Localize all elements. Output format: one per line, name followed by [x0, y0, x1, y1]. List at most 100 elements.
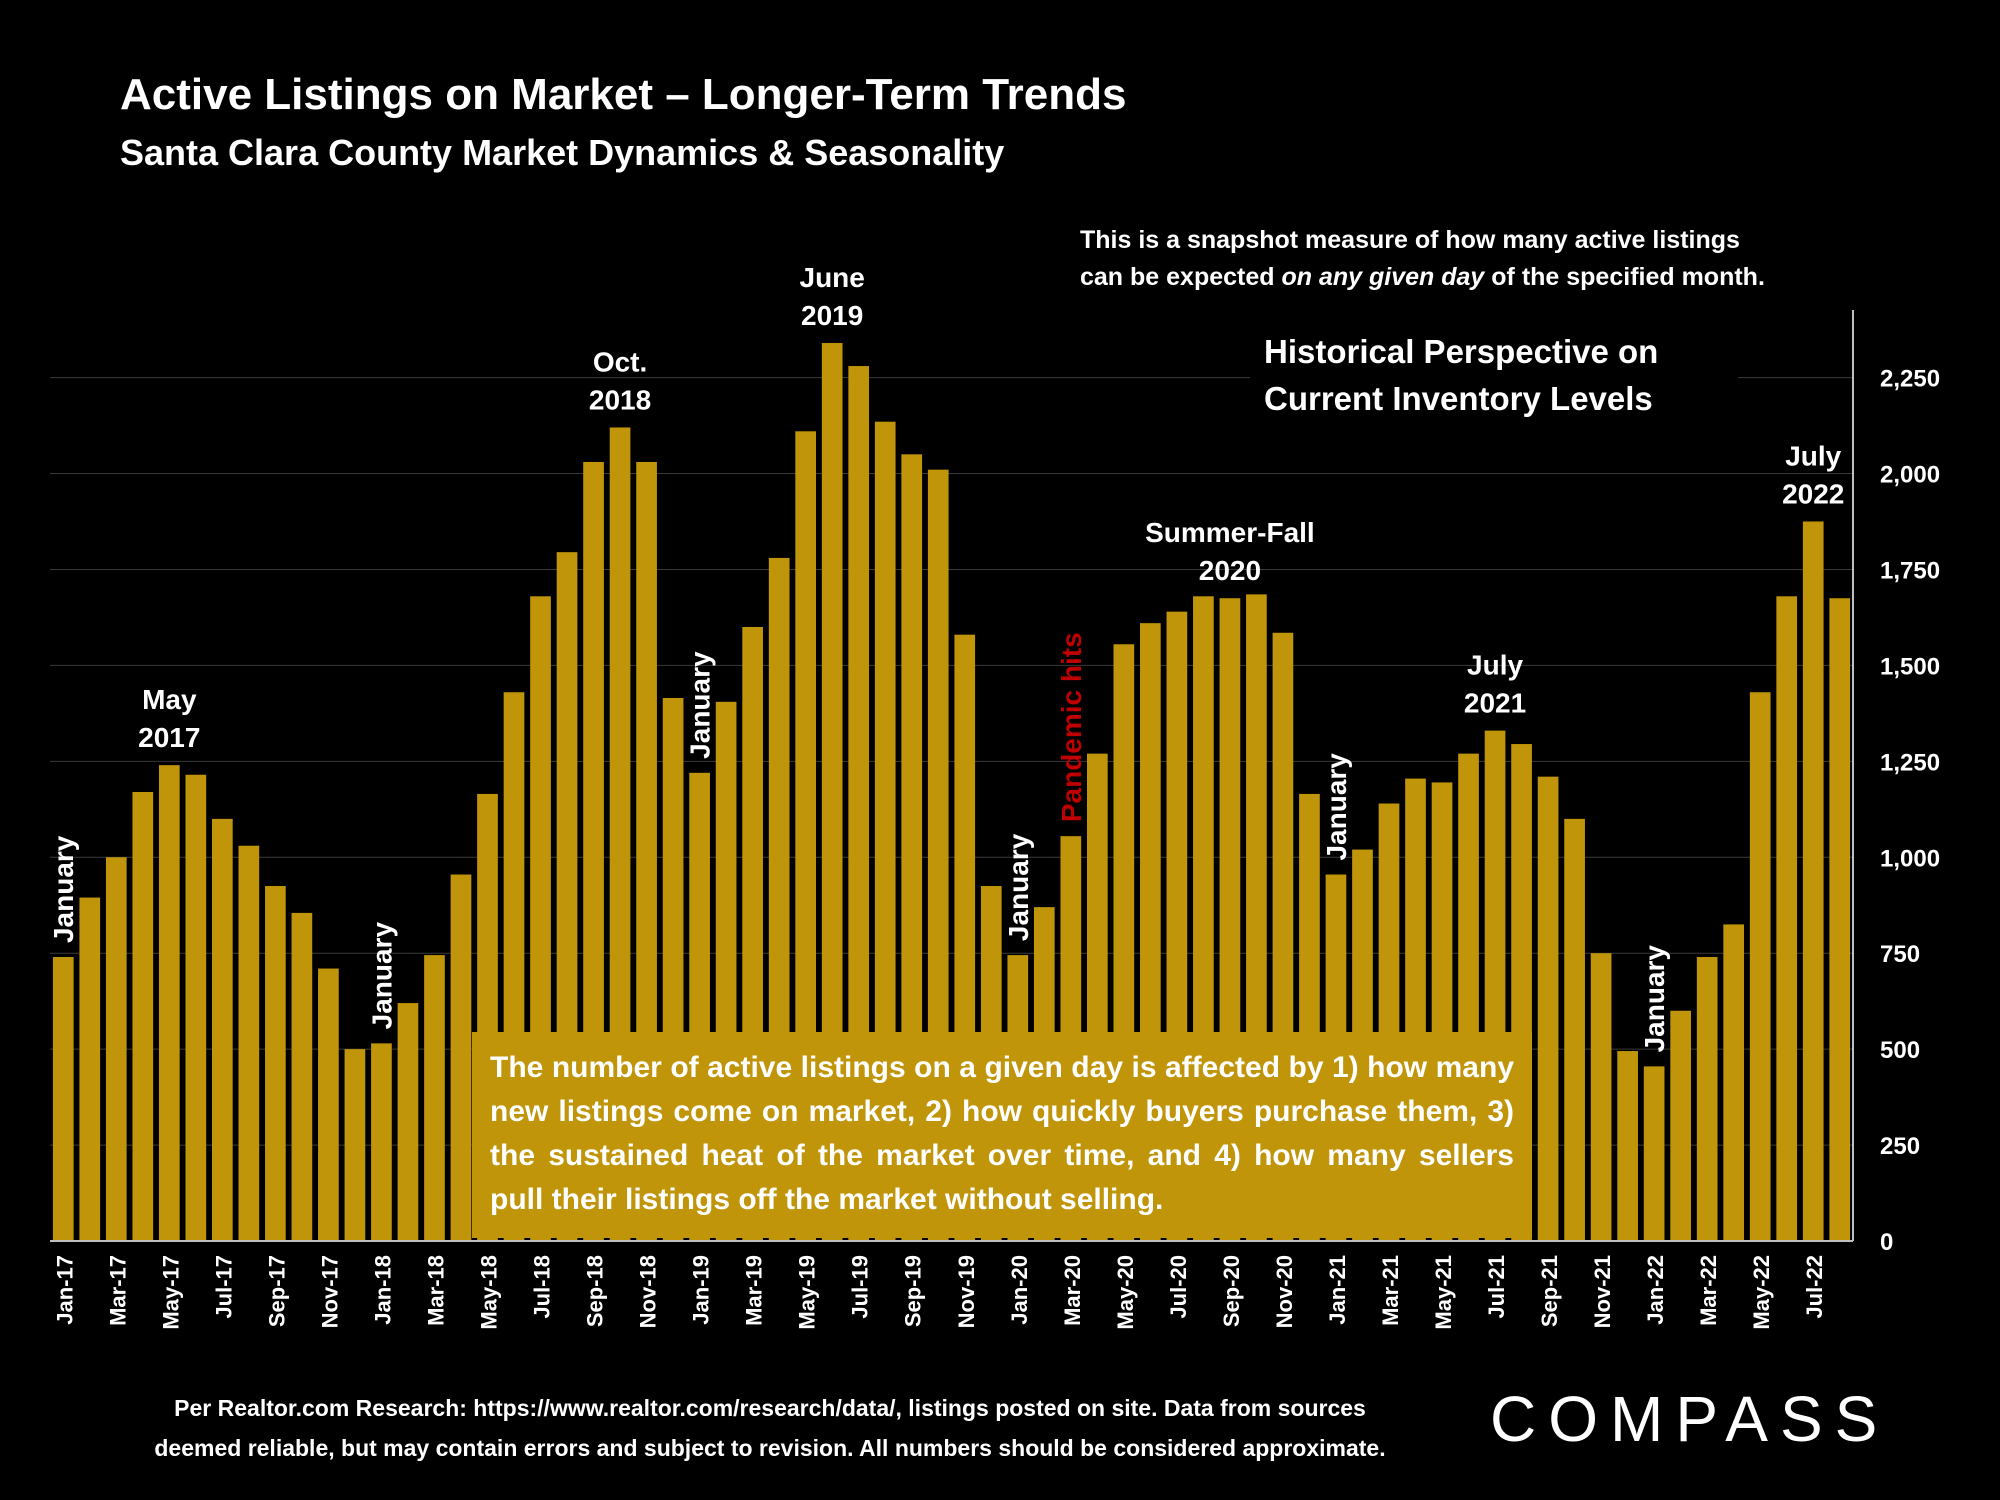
snapshot-note: This is a snapshot measure of how many a…	[1080, 222, 1765, 296]
peak-annotation: May	[142, 684, 197, 715]
bar-Oct-21	[1564, 818, 1585, 1241]
x-tick-label: May-22	[1749, 1255, 1774, 1330]
bar-Jun-17	[185, 774, 207, 1241]
bar-Jul-17	[212, 818, 233, 1241]
factors-note-box: The number of active listings on a given…	[472, 1032, 1532, 1238]
bar-Nov-21	[1590, 953, 1612, 1241]
x-tick-label: Jul-21	[1484, 1255, 1509, 1319]
x-tick-label: Nov-18	[636, 1255, 661, 1328]
snapshot-note-line1: This is a snapshot measure of how many a…	[1080, 226, 1740, 254]
chart-title: Active Listings on Market – Longer-Term …	[120, 70, 1127, 119]
bar-Mar-18	[424, 955, 445, 1241]
january-annotation: January	[1321, 753, 1352, 861]
x-tick-label: Sep-21	[1537, 1255, 1562, 1327]
perspective-line2: Current Inventory Levels	[1264, 380, 1653, 417]
chart-subtitle: Santa Clara County Market Dynamics & Sea…	[120, 132, 1005, 173]
bar-Sep-21	[1537, 776, 1559, 1241]
bar-Dec-17	[344, 1049, 366, 1241]
bar-Feb-17	[79, 897, 101, 1241]
perspective-line1: Historical Perspective on	[1264, 333, 1659, 370]
peak-annotation: 2019	[801, 300, 863, 331]
x-tick-label: Mar-19	[742, 1255, 767, 1326]
peak-annotation: 2018	[589, 384, 651, 415]
x-tick-label: Jul-18	[530, 1255, 555, 1319]
x-tick-label: Jan-17	[52, 1255, 77, 1325]
x-tick-label: Sep-20	[1219, 1255, 1244, 1327]
x-tick-label: Nov-17	[317, 1255, 342, 1328]
y-tick-label: 1,500	[1880, 653, 1940, 680]
source-footer: Per Realtor.com Research: https://www.re…	[110, 1388, 1430, 1468]
bar-Dec-21	[1617, 1051, 1638, 1241]
peak-annotation: 2020	[1199, 555, 1261, 586]
x-tick-label: Mar-17	[105, 1255, 130, 1326]
bar-Jan-18	[371, 1043, 392, 1241]
bar-Nov-17	[318, 968, 339, 1241]
peak-annotation: June	[800, 262, 865, 293]
bar-May-17	[158, 765, 180, 1241]
historical-perspective-label: Historical Perspective on Current Invent…	[1250, 328, 1738, 422]
x-tick-label: May-20	[1113, 1255, 1138, 1330]
x-tick-label: Mar-22	[1696, 1255, 1721, 1326]
january-annotation: January	[1639, 945, 1670, 1053]
x-tick-label: Jan-22	[1643, 1255, 1668, 1325]
bar-Jan-17	[52, 957, 74, 1241]
x-tick-label: Nov-20	[1272, 1255, 1297, 1328]
x-tick-label: Nov-21	[1590, 1255, 1615, 1328]
bar-Apr-17	[132, 792, 154, 1241]
factors-note-text: The number of active listings on a given…	[490, 1051, 1514, 1216]
y-tick-label: 250	[1880, 1133, 1920, 1160]
bar-Jan-22	[1643, 1066, 1665, 1241]
peak-annotation: Oct.	[593, 346, 647, 377]
bar-Apr-22	[1723, 924, 1745, 1241]
pandemic-annotation: Pandemic hits	[1056, 632, 1087, 822]
x-tick-label: Mar-20	[1060, 1255, 1085, 1326]
x-tick-label: May-19	[795, 1255, 820, 1330]
x-tick-label: Jan-19	[689, 1255, 714, 1325]
x-tick-label: Jul-19	[848, 1255, 873, 1319]
y-tick-label: 2,250	[1880, 366, 1940, 393]
y-tick-label: 1,000	[1880, 845, 1940, 872]
compass-logo: COMPASS	[1490, 1383, 1890, 1455]
bar-May-22	[1749, 692, 1771, 1241]
january-annotation: January	[685, 651, 716, 759]
footer-line1: Per Realtor.com Research: https://www.re…	[174, 1395, 1366, 1421]
january-annotation: January	[48, 835, 79, 943]
bar-Jun-19	[821, 343, 843, 1241]
bar-Jul-22	[1802, 521, 1824, 1241]
bar-Feb-22	[1670, 1010, 1691, 1241]
bar-Apr-18	[450, 874, 472, 1241]
snapshot-note-line2-pre: can be expected	[1080, 263, 1282, 291]
x-tick-label: Jan-18	[370, 1255, 395, 1325]
y-tick-label: 500	[1880, 1037, 1920, 1064]
peak-annotation: 2021	[1464, 688, 1526, 719]
x-tick-label: Jul-17	[211, 1255, 236, 1319]
x-tick-label: Jan-20	[1007, 1255, 1032, 1325]
y-tick-label: 0	[1880, 1229, 1893, 1256]
snapshot-note-line2-post: of the specified month.	[1484, 263, 1765, 291]
x-tick-label: May-18	[476, 1255, 501, 1330]
x-tick-label: Sep-17	[264, 1255, 289, 1327]
peak-annotation: Summer-Fall	[1145, 517, 1315, 548]
bar-Aug-22	[1829, 598, 1851, 1241]
y-tick-label: 1,750	[1880, 557, 1940, 584]
bar-Jun-22	[1776, 596, 1798, 1241]
peak-annotation: 2017	[138, 722, 200, 753]
bar-Sep-17	[265, 886, 286, 1241]
x-tick-label: Mar-21	[1378, 1255, 1403, 1326]
x-tick-label: May-21	[1431, 1255, 1456, 1330]
x-tick-label: Nov-19	[954, 1255, 979, 1328]
bar-Mar-17	[105, 857, 127, 1241]
x-tick-label: Sep-19	[901, 1255, 926, 1327]
bar-Oct-17	[291, 912, 313, 1241]
bar-Aug-17	[238, 845, 260, 1241]
x-tick-label: Mar-18	[423, 1255, 448, 1326]
bar-Mar-22	[1696, 957, 1718, 1241]
peak-annotation: July	[1785, 440, 1841, 471]
x-tick-label: Jul-20	[1166, 1255, 1191, 1319]
x-tick-label: Jan-21	[1325, 1255, 1350, 1325]
bar-Feb-18	[397, 1003, 419, 1241]
x-tick-label: Sep-18	[583, 1255, 608, 1327]
snapshot-note-emphasis: on any given day	[1281, 263, 1485, 291]
footer-line2: deemed reliable, but may contain errors …	[154, 1435, 1386, 1461]
y-tick-label: 1,250	[1880, 749, 1940, 776]
